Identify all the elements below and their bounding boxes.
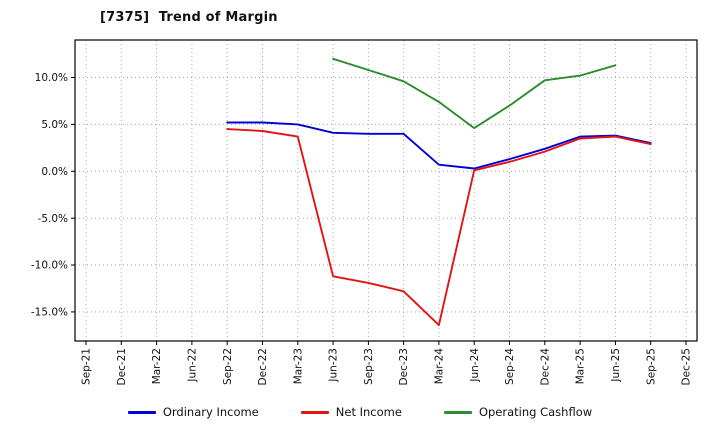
y-tick-label: 5.0% (41, 119, 68, 131)
x-tick-label: Sep-25 (645, 348, 657, 385)
y-tick-label: 0.0% (41, 166, 68, 178)
x-tick-label: Dec-23 (398, 348, 410, 385)
x-tick-label: Jun-22 (187, 348, 199, 383)
x-tick-label: Jun-25 (610, 348, 622, 383)
legend-label-operating-cashflow: Operating Cashflow (478, 405, 593, 419)
x-tick-label: Mar-24 (434, 348, 446, 385)
x-tick-label: Jun-24 (469, 348, 481, 383)
legend-label-ordinary-income: Ordinary Income (162, 405, 259, 419)
x-tick-label: Mar-22 (151, 348, 163, 384)
y-tick-label: -10.0% (31, 260, 68, 272)
x-tick-label: Mar-23 (292, 348, 304, 384)
series-line-net-income (226, 128, 652, 327)
chart-title: [7375] Trend of Margin (100, 10, 278, 25)
chart-legend: Ordinary Income Net Income Operating Cas… (0, 405, 720, 419)
x-tick-label: Dec-21 (116, 348, 128, 385)
legend-item-operating-cashflow: Operating Cashflow (443, 405, 593, 419)
x-tick-label: Jun-23 (328, 348, 340, 383)
legend-item-net-income: Net Income (300, 405, 402, 419)
plot-area (75, 40, 697, 341)
x-tick-label: Sep-21 (81, 348, 93, 385)
x-tick-label: Mar-25 (575, 348, 587, 384)
legend-swatch-net-income (300, 410, 329, 414)
series-line-operating-cashflow (332, 57, 617, 130)
y-tick-label: -5.0% (38, 213, 68, 225)
x-tick-label: Dec-24 (539, 348, 551, 386)
x-tick-label: Dec-25 (681, 348, 693, 385)
legend-item-ordinary-income: Ordinary Income (127, 405, 259, 419)
y-tick-label: 10.0% (35, 72, 68, 84)
y-tick-label: -15.0% (31, 307, 68, 319)
legend-swatch-ordinary-income (127, 410, 156, 414)
x-tick-label: Sep-22 (222, 348, 234, 385)
x-tick-label: Sep-23 (363, 348, 375, 385)
series-line-ordinary-income (226, 121, 652, 170)
legend-swatch-operating-cashflow (443, 410, 472, 414)
plot-frame (74, 39, 698, 342)
legend-label-net-income: Net Income (335, 405, 402, 419)
x-tick-label: Sep-24 (504, 348, 516, 385)
x-tick-label: Dec-22 (257, 348, 269, 385)
